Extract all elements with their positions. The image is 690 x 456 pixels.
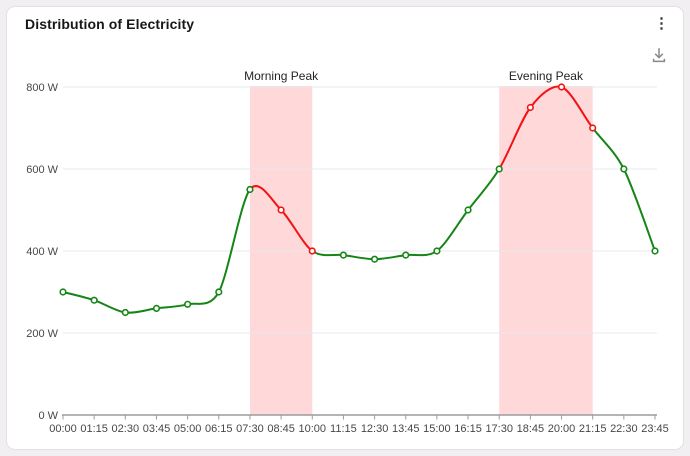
data-point-marker[interactable] — [152, 304, 161, 313]
x-axis-label: 22:30 — [610, 423, 638, 435]
x-axis-label: 07:30 — [236, 423, 264, 435]
x-axis-label: 02:30 — [112, 423, 140, 435]
x-axis-label: 21:15 — [579, 423, 607, 435]
data-point-marker[interactable] — [433, 247, 441, 255]
download-button[interactable] — [647, 43, 671, 67]
x-axis-label: 06:15 — [205, 423, 233, 435]
kebab-menu-icon: ⋮ — [654, 15, 669, 32]
x-axis-label: 16:15 — [454, 423, 482, 435]
y-axis-label: 400 W — [26, 246, 58, 258]
x-axis-label: 23:45 — [641, 423, 669, 435]
x-axis-label: 01:15 — [80, 423, 108, 435]
x-axis-label: 20:00 — [548, 423, 576, 435]
data-point-marker[interactable] — [246, 185, 254, 194]
data-point-marker[interactable] — [620, 165, 628, 173]
card-header: Distribution of Electricity ⋮ — [7, 7, 683, 32]
data-point-marker[interactable] — [589, 124, 597, 132]
data-point-marker[interactable] — [464, 206, 472, 214]
x-axis-label: 03:45 — [143, 423, 171, 435]
x-axis-label: 05:00 — [174, 423, 202, 435]
data-point-marker[interactable] — [215, 288, 223, 296]
y-axis-label: 600 W — [26, 164, 58, 176]
data-point-marker[interactable] — [495, 165, 503, 173]
download-icon — [652, 48, 666, 63]
y-axis-label: 200 W — [26, 328, 58, 340]
data-point-marker[interactable] — [277, 206, 285, 214]
data-point-marker[interactable] — [339, 251, 348, 259]
y-axis-label: 800 W — [26, 82, 58, 94]
data-point-marker[interactable] — [651, 247, 659, 255]
series-line-segment — [311, 168, 501, 261]
data-point-marker[interactable] — [121, 308, 129, 317]
card-title: Distribution of Electricity — [25, 16, 195, 32]
data-point-marker[interactable] — [59, 288, 67, 296]
data-point-marker[interactable] — [184, 300, 192, 308]
x-axis-label: 17:30 — [485, 423, 513, 435]
x-axis-label: 12:30 — [361, 423, 389, 435]
data-point-marker[interactable] — [370, 255, 379, 263]
x-axis-label: 13:45 — [392, 423, 420, 435]
series-line-segment — [591, 127, 656, 252]
x-axis-label: 11:15 — [330, 423, 357, 435]
series-line-segment — [498, 85, 594, 170]
peak-band-label: Evening Peak — [509, 69, 584, 83]
y-axis-label: 0 W — [38, 410, 58, 422]
x-axis-label: 10:00 — [298, 423, 326, 435]
data-point-marker[interactable] — [90, 296, 98, 304]
x-axis-label: 08:45 — [267, 423, 295, 435]
x-axis-label: 18:45 — [517, 423, 545, 435]
menu-button[interactable]: ⋮ — [648, 16, 675, 31]
data-point-marker[interactable] — [526, 103, 534, 112]
x-axis-label: 15:00 — [423, 423, 451, 435]
data-point-marker[interactable] — [402, 251, 410, 259]
data-point-marker[interactable] — [557, 83, 566, 91]
x-axis-label: 00:00 — [49, 423, 77, 435]
peak-band-label: Morning Peak — [244, 69, 319, 83]
data-point-marker[interactable] — [308, 247, 316, 255]
